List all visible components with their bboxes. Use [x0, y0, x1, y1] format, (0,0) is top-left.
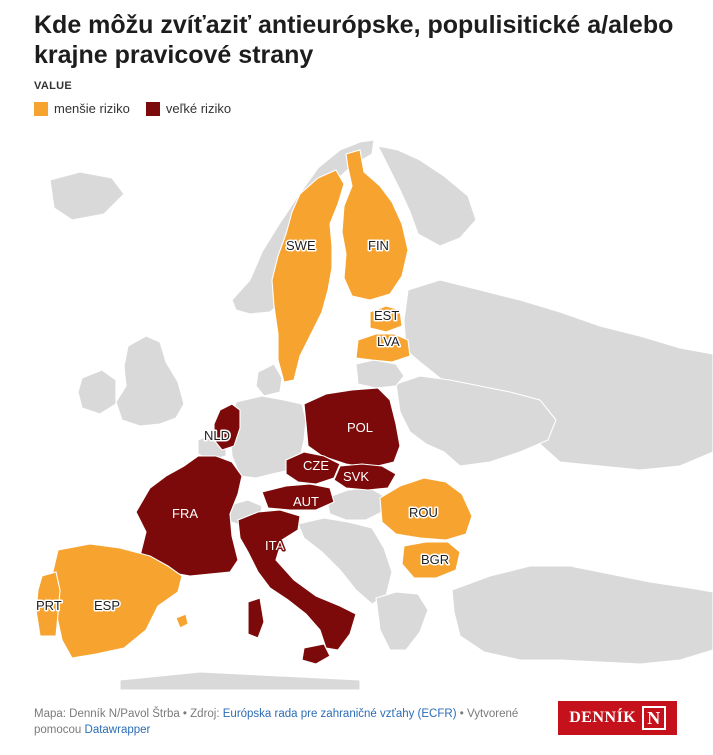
label-rou: ROU [409, 505, 438, 520]
belarus-ukraine [395, 375, 557, 467]
dennik-n-logo: DENNÍK N [558, 701, 677, 735]
russia-north [377, 145, 477, 247]
label-fin: FIN [368, 238, 389, 253]
country-ita[interactable] [237, 509, 357, 651]
legend-label-small-risk: menšie riziko [54, 101, 130, 116]
data-countries [35, 149, 473, 665]
label-svk: SVK [343, 469, 369, 484]
label-lva: LVA [377, 334, 400, 349]
country-est[interactable] [369, 305, 403, 333]
label-swe: SWE [286, 238, 316, 253]
footer-credits: Mapa: Denník N/Pavol Štrba • Zdroj: Euró… [34, 706, 554, 738]
country-bgr[interactable] [401, 541, 461, 579]
legend: menšie riziko veľké riziko [34, 101, 231, 116]
lithuania [355, 359, 405, 389]
logo-text: DENNÍK [569, 709, 637, 726]
turkey [451, 565, 713, 665]
legend-swatch-small-risk [34, 101, 48, 116]
label-nld: NLD [204, 428, 230, 443]
label-prt: PRT [36, 598, 62, 613]
source-link[interactable]: Európska rada pre zahraničné vzťahy (ECF… [222, 708, 457, 720]
datawrapper-link[interactable]: Datawrapper [84, 724, 151, 736]
country-prt[interactable] [35, 571, 61, 637]
logo-n-mark: N [642, 706, 666, 730]
label-fra: FRA [172, 506, 198, 521]
greece [375, 591, 429, 651]
page-title: Kde môžu zvíťaziť antieurópske, populisi… [34, 11, 674, 69]
country-labels: SWE FIN EST LVA NLD POL CZE SVK AUT FRA … [35, 237, 451, 615]
country-ita-sardinia[interactable] [247, 597, 265, 639]
denmark [255, 363, 283, 397]
footer-middle: • Vytvorené pomocou [34, 708, 519, 736]
country-nld[interactable] [213, 403, 241, 451]
country-cze[interactable] [285, 451, 341, 485]
label-esp: ESP [94, 598, 120, 613]
country-rou[interactable] [379, 477, 473, 541]
footer-prefix: Mapa: Denník N/Pavol Štrba • Zdroj: [34, 708, 223, 720]
legend-swatch-big-risk [145, 101, 160, 116]
europe-map: SWE FIN EST LVA NLD POL CZE SVK AUT FRA … [35, 139, 713, 690]
label-pol: POL [347, 420, 373, 435]
ireland [77, 369, 117, 415]
country-fin[interactable] [341, 149, 409, 301]
russia-east [403, 279, 713, 471]
country-swe[interactable] [271, 169, 345, 383]
country-ita-sicily[interactable] [301, 643, 331, 665]
country-esp[interactable] [49, 543, 183, 659]
country-svk[interactable] [333, 463, 397, 491]
label-est: EST [374, 308, 399, 323]
label-bgr: BGR [421, 552, 449, 567]
legend-item-small-risk: menšie riziko [34, 101, 130, 116]
country-aut[interactable] [261, 483, 335, 511]
legend-item-big-risk: veľké riziko [145, 101, 232, 116]
legend-heading: VALUE [34, 80, 72, 92]
country-pol[interactable] [303, 387, 401, 469]
label-aut: AUT [293, 494, 319, 509]
label-ita: ITA [265, 538, 285, 553]
country-lva[interactable] [355, 333, 411, 363]
country-esp-islands[interactable] [175, 613, 189, 629]
label-cze: CZE [303, 458, 329, 473]
legend-label-big-risk: veľké riziko [165, 101, 232, 116]
iceland [49, 171, 125, 221]
hungary [325, 487, 385, 521]
north-africa [119, 671, 361, 690]
uk [115, 335, 185, 427]
balkans-west [297, 517, 393, 605]
